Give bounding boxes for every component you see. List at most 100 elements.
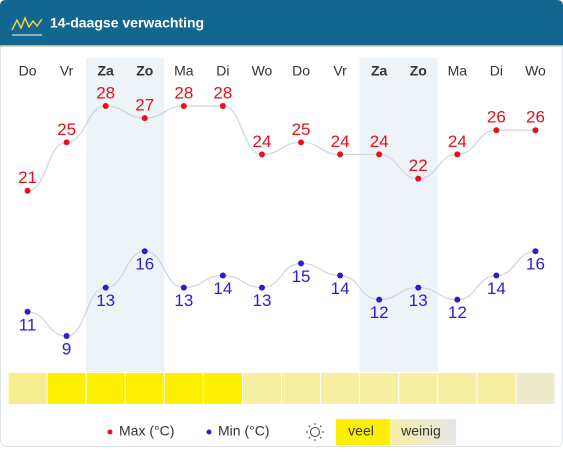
weekend-shade <box>359 58 399 372</box>
sun-icon <box>306 423 324 441</box>
sun-cell <box>203 373 242 404</box>
temp-label: 26 <box>487 108 506 127</box>
temp-dot <box>24 187 31 194</box>
temp-dot <box>298 139 305 146</box>
legend-label: Max (°C) <box>119 423 174 439</box>
sun-legend-label: veel <box>348 423 374 439</box>
temp-dot <box>376 296 383 303</box>
header-title: 14-daagse verwachting <box>50 15 204 31</box>
temp-label: 13 <box>96 291 115 310</box>
temp-label: 25 <box>292 120 311 139</box>
temp-label: 11 <box>19 315 37 334</box>
temp-label: 22 <box>409 156 428 175</box>
temp-dot <box>337 151 344 158</box>
sun-legend-high <box>336 419 390 445</box>
temp-label: 24 <box>331 132 350 151</box>
weekend-shade <box>125 58 165 372</box>
day-label: Di <box>490 63 503 79</box>
temp-dot <box>141 248 148 255</box>
temp-dot <box>493 272 500 279</box>
temp-label: 13 <box>409 291 428 310</box>
temp-dot <box>180 103 187 109</box>
temp-dot <box>337 272 344 279</box>
temp-label: 28 <box>96 83 115 102</box>
temp-label: 14 <box>331 279 350 298</box>
sun-cell <box>8 373 47 404</box>
temp-dot <box>454 296 461 303</box>
temp-label: 28 <box>213 83 232 102</box>
temp-dot <box>102 103 109 109</box>
header-icon <box>11 16 43 31</box>
temp-dot <box>258 284 265 291</box>
day-label: Zo <box>410 63 427 79</box>
temp-dot <box>415 284 422 291</box>
day-label: Do <box>19 63 37 79</box>
temp-dot <box>63 139 70 146</box>
temp-label: 24 <box>253 132 272 151</box>
day-label: Vr <box>60 63 74 79</box>
temp-label: 27 <box>135 96 154 115</box>
sun-legend-label: weinig <box>400 423 441 439</box>
day-label: Do <box>292 63 310 79</box>
temp-dot <box>376 151 383 158</box>
sun-cell <box>438 373 477 404</box>
temp-label: 16 <box>526 255 545 274</box>
temp-dot <box>219 272 226 279</box>
temp-label: 16 <box>135 255 154 274</box>
legend-label: Min (°C) <box>218 423 269 439</box>
temp-dot <box>24 308 31 315</box>
temp-dot <box>102 284 109 291</box>
temp-label: 28 <box>174 83 193 102</box>
temp-label: 13 <box>253 291 272 310</box>
temp-dot <box>180 284 187 291</box>
temp-label: 24 <box>448 132 467 151</box>
sun-cell <box>477 373 516 404</box>
temp-dot <box>258 151 265 158</box>
sun-cell <box>242 373 281 404</box>
temp-label: 9 <box>62 339 71 358</box>
sun-legend-low <box>390 419 456 445</box>
sun-cell <box>399 373 438 404</box>
temp-label: 12 <box>370 303 389 322</box>
temp-label: 12 <box>448 303 467 322</box>
day-label: Zo <box>136 63 153 79</box>
legend: Max (°C) Min (°C) veel weinig <box>107 419 456 445</box>
sun-cell <box>125 373 164 404</box>
header-bar <box>0 0 563 46</box>
temp-dot <box>493 127 500 134</box>
sun-cell <box>360 373 399 404</box>
day-label: Wo <box>252 63 273 79</box>
sun-cell <box>321 373 360 404</box>
temp-dot <box>219 103 226 109</box>
temp-dot <box>532 248 539 255</box>
temp-label: 13 <box>174 291 193 310</box>
day-label: Za <box>98 63 115 79</box>
day-label: Wo <box>525 63 546 79</box>
temp-dot <box>532 127 539 134</box>
temp-dot <box>63 333 70 339</box>
temp-label: 26 <box>526 108 545 127</box>
day-label: Vr <box>333 63 347 79</box>
temp-label: 25 <box>57 120 76 139</box>
temp-label: 14 <box>487 279 506 298</box>
day-label: Di <box>216 63 229 79</box>
temp-dot <box>415 175 422 182</box>
day-label: Ma <box>174 63 194 79</box>
weekend-shade <box>398 58 438 372</box>
temp-label: 21 <box>18 168 37 187</box>
temp-label: 14 <box>213 279 232 298</box>
temp-dot <box>141 115 148 122</box>
temp-label: 15 <box>292 267 311 286</box>
sun-cell <box>47 373 86 404</box>
sun-cell <box>86 373 125 404</box>
temp-label: 24 <box>370 132 389 151</box>
sun-cell <box>516 373 555 404</box>
day-label: Za <box>371 63 388 79</box>
legend-dot <box>107 429 113 435</box>
day-label: Ma <box>448 63 468 79</box>
weekend-shade <box>86 58 126 372</box>
chart: Do Vr Za Zo Ma Di Wo Do Vr Za Zo Ma Di Wo 21 25 28 27 28 28… <box>8 58 555 404</box>
sun-cell <box>282 373 321 404</box>
